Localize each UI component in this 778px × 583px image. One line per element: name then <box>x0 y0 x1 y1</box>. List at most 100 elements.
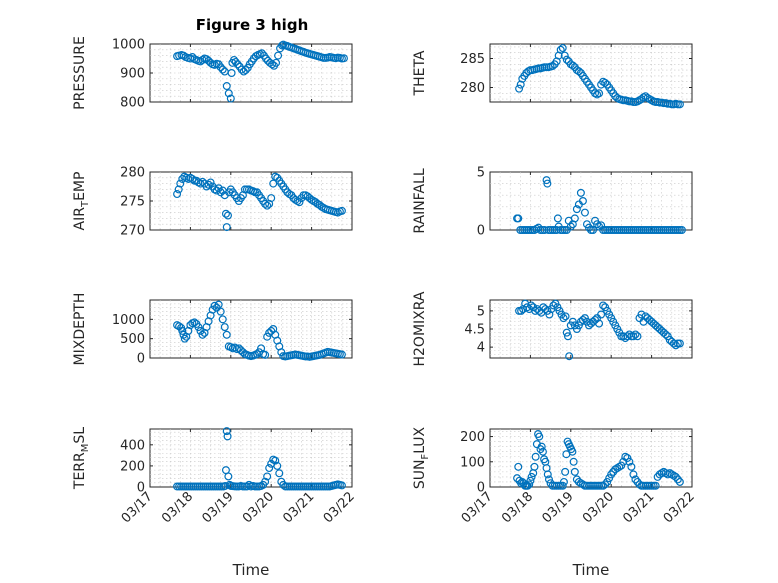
data-point <box>540 226 549 235</box>
data-point <box>613 464 622 473</box>
data-point <box>263 332 272 341</box>
data-point <box>627 462 636 471</box>
y-tick-label: 4 <box>477 341 485 356</box>
data-point <box>541 305 550 314</box>
data-point <box>263 201 272 210</box>
data-point <box>580 208 589 217</box>
data-point <box>214 184 223 193</box>
data-point <box>527 472 536 481</box>
data-point <box>194 323 203 332</box>
data-point <box>222 427 231 436</box>
x-tick-label: 03/20 <box>580 489 617 526</box>
data-point <box>597 310 606 319</box>
data-series <box>173 427 346 491</box>
y-axis-label: RAINFALL <box>412 168 428 233</box>
figure-title: Figure 3 high <box>196 16 309 34</box>
data-point <box>221 481 230 490</box>
y-tick-label: 1000 <box>112 313 145 328</box>
data-point <box>214 300 223 309</box>
x-axis-label: Time <box>572 561 610 579</box>
data-point <box>566 222 575 231</box>
data-point <box>223 432 232 441</box>
data-point <box>530 462 539 471</box>
x-tick-label: 03/20 <box>240 489 277 526</box>
y-tick-label: 0 <box>477 481 485 496</box>
data-point <box>561 312 570 321</box>
data-point <box>605 474 614 483</box>
data-point <box>560 51 569 60</box>
y-tick-label: 0 <box>137 481 145 496</box>
data-point <box>574 477 583 486</box>
y-axis-label: TERRMSL <box>72 427 91 490</box>
data-point <box>231 57 240 66</box>
data-point <box>513 474 522 483</box>
y-axis-label: MIXDEPTH <box>72 293 88 366</box>
y-tick-label: 5 <box>477 304 485 319</box>
y-axis-label: PRESSURE <box>72 36 88 110</box>
y-tick-label: 280 <box>460 81 485 96</box>
data-point <box>568 61 577 70</box>
data-point <box>206 58 215 67</box>
subplot-pressure: 800 900 1000 PRESSURE <box>72 36 353 111</box>
data-point <box>275 469 284 478</box>
x-axis-label: Time <box>232 561 270 579</box>
data-point <box>576 188 585 197</box>
data-point <box>188 174 197 183</box>
y-tick-label: 100 <box>460 455 485 470</box>
data-point <box>633 332 642 341</box>
y-tick-label: 0 <box>477 224 485 239</box>
data-point <box>542 176 551 185</box>
grid-lines <box>490 300 692 358</box>
data-point <box>621 452 630 461</box>
data-point <box>238 348 247 357</box>
y-tick-label: 270 <box>120 224 145 239</box>
y-tick-label: 200 <box>120 459 145 474</box>
data-point <box>261 350 270 359</box>
data-point <box>514 462 523 471</box>
data-point <box>278 41 287 50</box>
data-point <box>615 462 624 471</box>
data-point <box>629 332 638 341</box>
data-point <box>651 481 660 490</box>
y-tick-label: 275 <box>120 195 145 210</box>
data-point <box>607 470 616 479</box>
data-point <box>204 180 213 189</box>
data-point <box>257 49 266 58</box>
data-point <box>178 326 187 335</box>
y-tick-label: 285 <box>460 52 485 67</box>
grid-lines <box>150 44 352 102</box>
data-point <box>558 44 567 53</box>
data-point <box>337 206 346 215</box>
data-point <box>543 179 552 188</box>
data-point <box>227 68 236 77</box>
data-point <box>562 328 571 337</box>
y-tick-label: 900 <box>120 67 145 82</box>
data-point <box>222 223 231 232</box>
data-point <box>570 467 579 476</box>
y-tick-label: 400 <box>120 438 145 453</box>
data-point <box>273 461 282 470</box>
data-point <box>597 221 606 230</box>
x-tick-label: 03/19 <box>200 489 237 526</box>
data-point <box>216 307 225 316</box>
data-point <box>561 467 570 476</box>
y-axis-label: SUNFLUX <box>412 426 431 489</box>
data-series <box>513 176 686 235</box>
data-point <box>671 472 680 481</box>
data-point <box>525 480 534 489</box>
data-point <box>220 323 229 332</box>
data-point <box>589 226 598 235</box>
data-point <box>516 80 525 89</box>
data-point <box>224 472 233 481</box>
data-point <box>559 314 568 323</box>
y-tick-label: 200 <box>460 430 485 445</box>
data-point <box>261 54 270 63</box>
data-point <box>584 223 593 232</box>
data-point <box>337 481 346 490</box>
data-point <box>559 477 568 486</box>
x-tick-label: 03/22 <box>321 489 358 526</box>
data-point <box>611 465 620 474</box>
data-point <box>222 82 231 91</box>
